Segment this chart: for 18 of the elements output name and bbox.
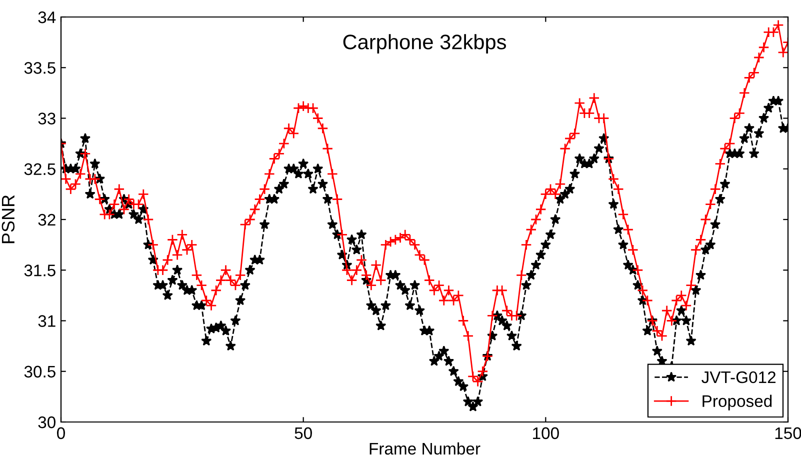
x-tick-label: 0	[57, 427, 65, 440]
y-tick-label: 32	[38, 214, 56, 226]
text: Carphone 32kbps	[343, 34, 506, 54]
legend-label: Proposed	[702, 394, 772, 410]
y-axis-title: PSNR	[2, 195, 15, 244]
x-tick-label: 150	[775, 427, 801, 440]
y-tick-label: 34	[38, 11, 56, 24]
y-tick-label: 33.5	[24, 62, 56, 74]
y-tick-label: 31.5	[24, 264, 56, 276]
y-tick-label: 33	[38, 112, 56, 124]
x-axis-title: Frame Number	[370, 442, 480, 455]
x-tick-label: 50	[294, 427, 312, 440]
y-tick-label: 30.5	[24, 366, 56, 378]
y-tick-label: 30	[38, 416, 56, 428]
y-tick-label: 32.5	[24, 163, 56, 176]
y-tick-label: 31	[38, 315, 56, 327]
legend-label: JVT-G012	[702, 371, 776, 384]
x-tick-label: 100	[533, 427, 559, 440]
